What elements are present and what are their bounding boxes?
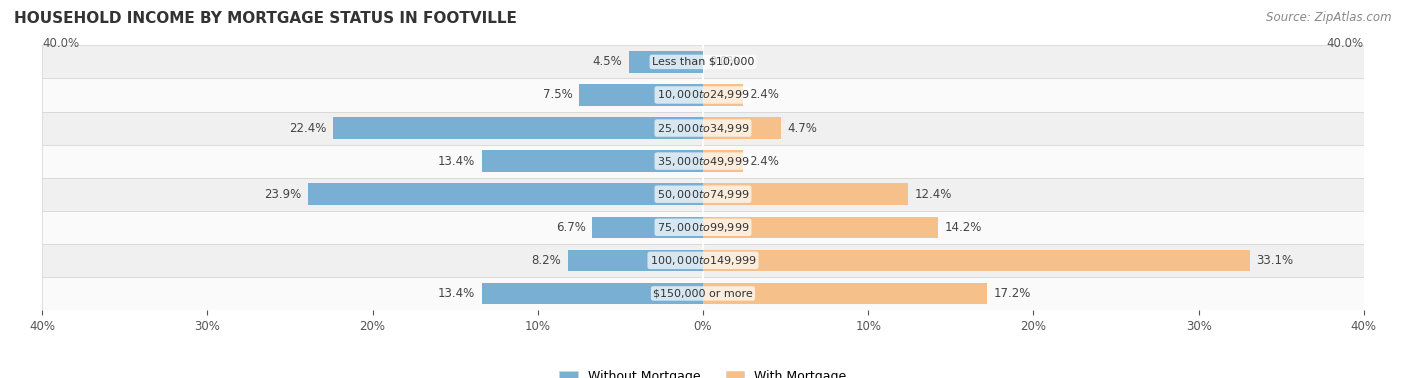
Bar xyxy=(482,283,703,304)
Text: 2.4%: 2.4% xyxy=(749,88,779,101)
Text: 7.5%: 7.5% xyxy=(543,88,572,101)
Bar xyxy=(703,217,938,238)
Bar xyxy=(703,249,1250,271)
Text: 40.0%: 40.0% xyxy=(42,37,79,50)
Text: $10,000 to $24,999: $10,000 to $24,999 xyxy=(657,88,749,101)
Bar xyxy=(703,117,780,139)
Bar xyxy=(592,217,703,238)
Text: 6.7%: 6.7% xyxy=(555,221,586,234)
Text: $25,000 to $34,999: $25,000 to $34,999 xyxy=(657,122,749,135)
Bar xyxy=(42,112,1364,145)
Text: $150,000 or more: $150,000 or more xyxy=(654,288,752,298)
Bar xyxy=(482,150,703,172)
Text: 13.4%: 13.4% xyxy=(437,155,475,167)
Bar xyxy=(333,117,703,139)
Bar xyxy=(703,283,987,304)
Text: $75,000 to $99,999: $75,000 to $99,999 xyxy=(657,221,749,234)
Text: 4.5%: 4.5% xyxy=(592,56,621,68)
Bar xyxy=(42,45,1364,79)
Text: 2.4%: 2.4% xyxy=(749,155,779,167)
Text: $100,000 to $149,999: $100,000 to $149,999 xyxy=(650,254,756,267)
Text: 0.0%: 0.0% xyxy=(710,56,740,68)
Bar xyxy=(42,244,1364,277)
Text: Less than $10,000: Less than $10,000 xyxy=(652,57,754,67)
Text: 8.2%: 8.2% xyxy=(531,254,561,267)
Text: 14.2%: 14.2% xyxy=(945,221,981,234)
Legend: Without Mortgage, With Mortgage: Without Mortgage, With Mortgage xyxy=(554,366,852,378)
Text: 4.7%: 4.7% xyxy=(787,122,817,135)
Bar xyxy=(628,51,703,73)
Bar xyxy=(703,150,742,172)
Bar xyxy=(42,178,1364,211)
Text: $50,000 to $74,999: $50,000 to $74,999 xyxy=(657,188,749,201)
Text: HOUSEHOLD INCOME BY MORTGAGE STATUS IN FOOTVILLE: HOUSEHOLD INCOME BY MORTGAGE STATUS IN F… xyxy=(14,11,517,26)
Text: 17.2%: 17.2% xyxy=(994,287,1031,300)
Bar xyxy=(308,183,703,205)
Bar xyxy=(568,249,703,271)
Text: $35,000 to $49,999: $35,000 to $49,999 xyxy=(657,155,749,167)
Bar xyxy=(703,183,908,205)
Text: 22.4%: 22.4% xyxy=(290,122,326,135)
Bar xyxy=(42,145,1364,178)
Text: 33.1%: 33.1% xyxy=(1257,254,1294,267)
Text: Source: ZipAtlas.com: Source: ZipAtlas.com xyxy=(1267,11,1392,24)
Bar xyxy=(579,84,703,106)
Bar xyxy=(42,277,1364,310)
Text: 23.9%: 23.9% xyxy=(264,188,301,201)
Bar xyxy=(703,84,742,106)
Text: 12.4%: 12.4% xyxy=(914,188,952,201)
Text: 40.0%: 40.0% xyxy=(1327,37,1364,50)
Bar xyxy=(42,211,1364,244)
Bar xyxy=(42,79,1364,112)
Text: 13.4%: 13.4% xyxy=(437,287,475,300)
